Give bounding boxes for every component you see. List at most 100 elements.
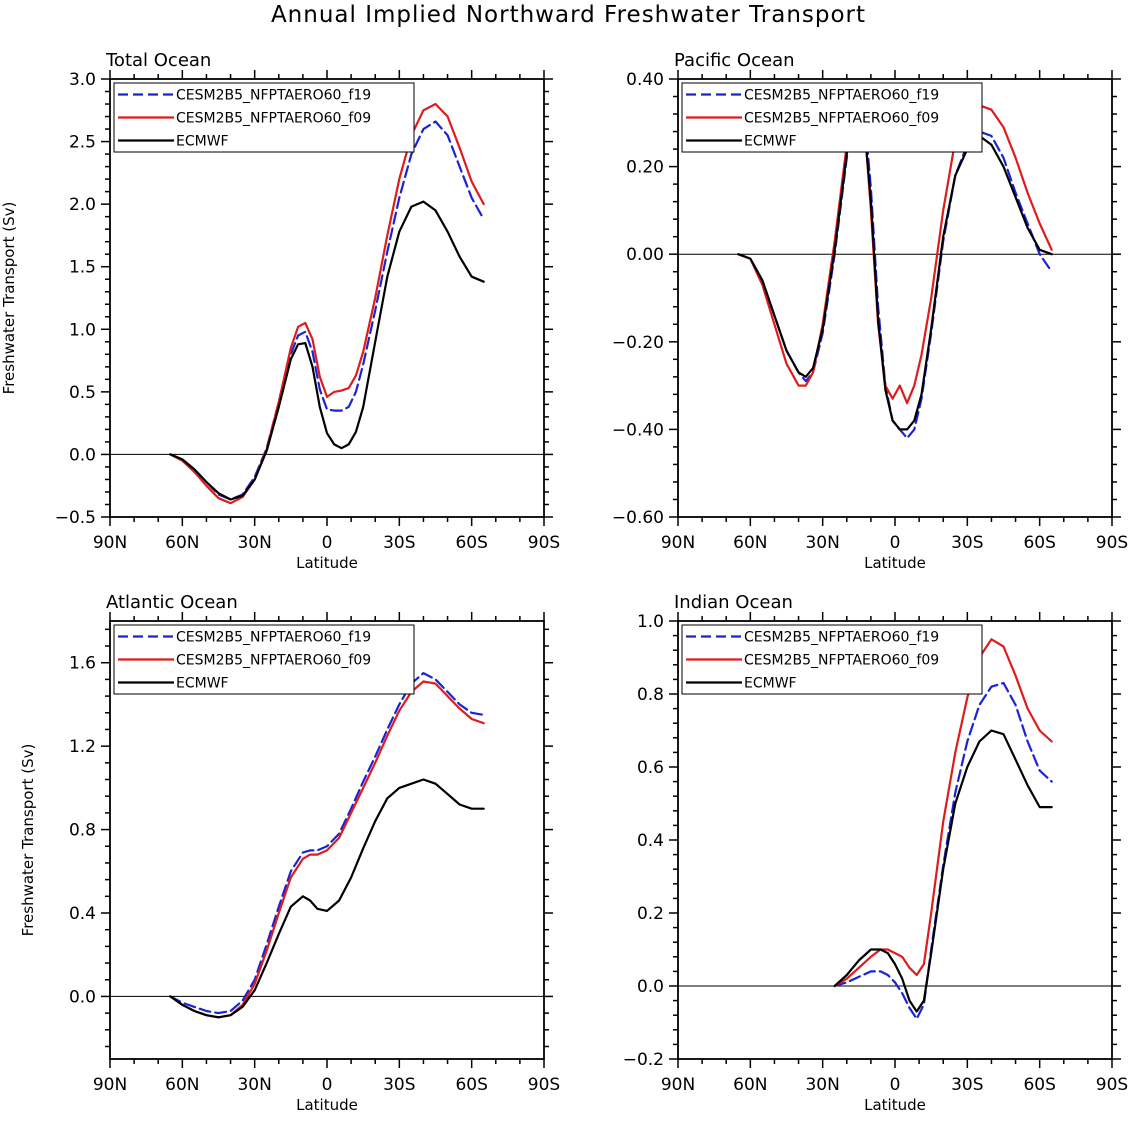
chart-panel-3: Atlantic Ocean 90N 60N 30N 0 30S 60S 90S 0.0 0.4 0… — [19, 592, 560, 1114]
x-tick-label: 60S — [1023, 533, 1055, 553]
figure-title: Annual Implied Northward Freshwater Tran… — [270, 2, 867, 28]
legend-entry: CESM2B5_NFPTAERO60_f19 — [744, 88, 939, 104]
x-tick-label: 60S — [455, 1075, 487, 1095]
series-line-f09 — [169, 102, 485, 505]
series-line-f19 — [169, 120, 485, 501]
y-tick-label: −0.5 — [55, 508, 96, 528]
x-axis-label: Latitude — [296, 554, 358, 572]
x-tick-label: 30N — [805, 1075, 839, 1095]
y-tick-label: 1.0 — [69, 320, 96, 340]
x-tick-label: 90S — [528, 1075, 560, 1095]
legend: CESM2B5_NFPTAERO60_f19 CESM2B5_NFPTAERO60… — [113, 624, 415, 695]
plot-frame — [109, 78, 545, 518]
x-tick-label: 60S — [455, 533, 487, 553]
legend: CESM2B5_NFPTAERO60_f19 CESM2B5_NFPTAERO60… — [681, 82, 983, 153]
y-tick-label: 1.2 — [69, 737, 96, 757]
y-tick-label: 0.5 — [69, 383, 96, 403]
y-tick-label: 0.40 — [626, 70, 664, 90]
legend-entry: CESM2B5_NFPTAERO60_f09 — [744, 653, 939, 669]
x-tick-label: 90N — [661, 1075, 695, 1095]
x-tick-label: 60N — [165, 1075, 199, 1095]
y-tick-label: 0.0 — [69, 987, 96, 1007]
x-tick-label: 60N — [733, 533, 767, 553]
y-tick-label: 0.8 — [69, 821, 96, 841]
y-tick-label: 1.0 — [637, 612, 664, 632]
y-tick-label: 0.20 — [626, 158, 664, 178]
panel-title: Atlantic Ocean — [106, 592, 238, 613]
y-tick-label: −0.20 — [612, 333, 664, 353]
legend-entry: ECMWF — [176, 134, 229, 150]
panel-title: Total Ocean — [105, 50, 211, 71]
x-tick-label: 30S — [383, 533, 415, 553]
y-axis-label: Freshwater Transport (Sv) — [19, 744, 37, 937]
y-tick-label: −0.60 — [612, 508, 664, 528]
x-axis-label: Latitude — [864, 1096, 926, 1114]
plot-frame — [109, 620, 545, 1060]
series-line-f09 — [169, 680, 485, 1019]
legend-entry: CESM2B5_NFPTAERO60_f09 — [176, 111, 371, 127]
x-tick-label: 90N — [93, 1075, 127, 1095]
x-tick-label: 30S — [951, 1075, 983, 1095]
legend: CESM2B5_NFPTAERO60_f19 CESM2B5_NFPTAERO60… — [113, 82, 415, 153]
chart-panel-2: Pacific Ocean 90N 60N 30N 0 30S 60S 90S −0.60 −0.… — [612, 50, 1128, 572]
series-line-f09 — [833, 638, 1053, 988]
x-tick-label: 60S — [1023, 1075, 1055, 1095]
y-tick-label: 1.6 — [69, 654, 96, 674]
x-tick-label: 0 — [322, 533, 333, 553]
x-tick-label: 90N — [661, 533, 695, 553]
legend-entry: ECMWF — [744, 676, 797, 692]
y-tick-label: 0.2 — [637, 904, 664, 924]
plot-frame — [677, 620, 1113, 1060]
y-tick-label: −0.2 — [623, 1050, 664, 1070]
y-tick-label: 0.0 — [69, 445, 96, 465]
y-tick-label: −0.40 — [612, 420, 664, 440]
x-tick-label: 90S — [1096, 533, 1128, 553]
chart-panel-4: Indian Ocean 90N 60N 30N 0 30S 60S 90S −0.2 0.0 0.… — [623, 592, 1129, 1114]
panel-title: Pacific Ocean — [674, 50, 795, 71]
x-tick-label: 30S — [951, 533, 983, 553]
x-tick-label: 30S — [383, 1075, 415, 1095]
x-tick-label: 30N — [805, 533, 839, 553]
y-tick-label: 1.5 — [69, 258, 96, 278]
legend-entry: ECMWF — [176, 676, 229, 692]
y-tick-label: 0.00 — [626, 245, 664, 265]
y-tick-label: 0.4 — [637, 831, 664, 851]
series-line-f19 — [169, 671, 485, 1015]
y-tick-label: 0.8 — [637, 685, 664, 705]
series-line-ecmwf — [169, 778, 485, 1019]
y-tick-label: 0.4 — [69, 904, 96, 924]
x-tick-label: 30N — [237, 1075, 271, 1095]
x-tick-label: 90S — [528, 533, 560, 553]
x-tick-label: 90N — [93, 533, 127, 553]
y-tick-label: 2.5 — [69, 133, 96, 153]
x-axis-label: Latitude — [864, 554, 926, 572]
y-axis-label: Freshwater Transport (Sv) — [0, 202, 18, 395]
x-tick-label: 60N — [165, 533, 199, 553]
chart-panel-1: Total Ocean 90N 60N 30N 0 30S 60S 90S −0.5 0.0 0.5… — [0, 50, 560, 572]
y-tick-label: 0.6 — [637, 758, 664, 778]
legend: CESM2B5_NFPTAERO60_f19 CESM2B5_NFPTAERO60… — [681, 624, 983, 695]
series-line-ecmwf — [833, 729, 1053, 1013]
legend-entry: CESM2B5_NFPTAERO60_f19 — [744, 630, 939, 646]
x-tick-label: 90S — [1096, 1075, 1128, 1095]
series-line-ecmwf — [737, 95, 1053, 431]
legend-entry: CESM2B5_NFPTAERO60_f09 — [176, 653, 371, 669]
x-tick-label: 0 — [322, 1075, 333, 1095]
legend-entry: CESM2B5_NFPTAERO60_f09 — [744, 111, 939, 127]
x-tick-label: 0 — [890, 533, 901, 553]
legend-entry: CESM2B5_NFPTAERO60_f19 — [176, 630, 371, 646]
plot-frame — [677, 78, 1113, 518]
y-tick-label: 0.0 — [637, 977, 664, 997]
x-tick-label: 60N — [733, 1075, 767, 1095]
x-tick-label: 0 — [890, 1075, 901, 1095]
legend-entry: CESM2B5_NFPTAERO60_f19 — [176, 88, 371, 104]
series-line-ecmwf — [169, 200, 485, 501]
x-tick-label: 30N — [237, 533, 271, 553]
panel-title: Indian Ocean — [674, 592, 793, 613]
y-tick-label: 2.0 — [69, 195, 96, 215]
series-line-f19 — [833, 681, 1053, 1021]
legend-entry: ECMWF — [744, 134, 797, 150]
y-tick-label: 3.0 — [69, 70, 96, 90]
x-axis-label: Latitude — [296, 1096, 358, 1114]
